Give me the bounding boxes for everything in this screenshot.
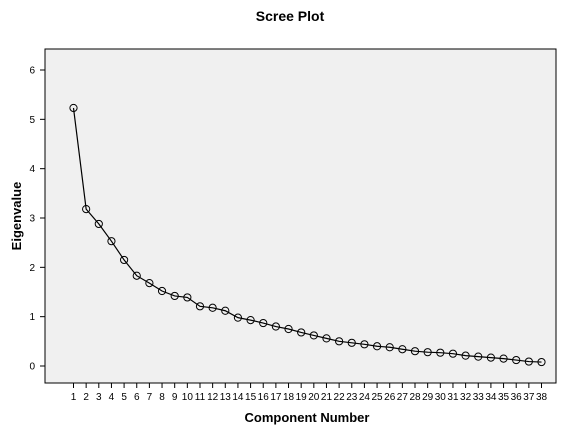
x-tick-label: 28 xyxy=(409,392,421,403)
x-tick-label: 33 xyxy=(473,392,485,403)
x-tick-label: 17 xyxy=(270,392,282,403)
x-tick-label: 11 xyxy=(195,392,206,403)
data-point xyxy=(233,313,243,322)
x-tick-label: 22 xyxy=(334,392,346,403)
x-tick-label: 27 xyxy=(397,392,409,403)
x-tick-label: 7 xyxy=(147,392,153,403)
x-tick-label: 21 xyxy=(321,392,333,403)
plot-area xyxy=(44,48,557,384)
data-point xyxy=(474,352,483,361)
y-tick-label: 3 xyxy=(29,214,35,225)
x-tick-label: 24 xyxy=(359,392,371,403)
series-line xyxy=(72,107,542,363)
data-point xyxy=(132,271,141,280)
data-point xyxy=(221,306,230,315)
x-axis-title: Component Number xyxy=(245,410,370,425)
data-point xyxy=(82,205,91,214)
data-point xyxy=(448,349,458,358)
data-point xyxy=(284,324,293,334)
x-tick-label: 35 xyxy=(498,392,510,403)
data-point xyxy=(385,343,394,352)
x-tick-label: 38 xyxy=(536,392,548,403)
data-point xyxy=(145,279,154,288)
x-tick-label: 10 xyxy=(182,392,194,403)
x-tick-label: 37 xyxy=(523,392,535,403)
x-tick-label: 29 xyxy=(422,392,434,403)
x-tick-label: 2 xyxy=(83,392,89,403)
x-tick-label: 6 xyxy=(134,392,140,403)
y-tick-label: 1 xyxy=(29,312,35,323)
x-tick-label: 5 xyxy=(121,392,127,403)
data-point xyxy=(246,316,255,325)
data-point xyxy=(524,357,533,366)
x-tick-label: 32 xyxy=(460,392,472,403)
x-tick-label: 14 xyxy=(232,392,244,403)
data-point xyxy=(119,255,129,265)
data-point xyxy=(259,318,268,328)
y-tick-label: 2 xyxy=(29,263,35,274)
y-tick-label: 4 xyxy=(29,164,35,175)
y-tick-label: 5 xyxy=(29,115,35,126)
series-layer xyxy=(69,103,546,367)
x-tick-label: 19 xyxy=(296,392,308,403)
chart-title: Scree Plot xyxy=(256,8,325,24)
y-tick-label: 6 xyxy=(29,66,35,77)
data-point xyxy=(486,353,496,362)
data-point xyxy=(322,334,331,343)
x-tick-label: 31 xyxy=(447,392,459,403)
x-tick-label: 23 xyxy=(346,392,358,403)
data-point xyxy=(170,291,179,301)
data-point xyxy=(195,302,205,311)
data-point xyxy=(537,357,546,367)
x-tick-label: 3 xyxy=(96,392,102,403)
data-point xyxy=(297,328,306,337)
data-point xyxy=(372,342,382,351)
data-point xyxy=(512,355,521,365)
data-point xyxy=(335,337,344,346)
x-tick-label: 20 xyxy=(308,392,320,403)
y-axis-title: Eigenvalue xyxy=(9,182,24,251)
data-point xyxy=(94,219,103,229)
data-point xyxy=(410,347,420,356)
x-tick-label: 16 xyxy=(258,392,270,403)
data-point xyxy=(360,340,369,349)
x-tick-label: 36 xyxy=(511,392,523,403)
x-tick-label: 25 xyxy=(372,392,384,403)
data-point xyxy=(436,348,445,357)
data-point xyxy=(461,351,470,360)
x-tick-label: 30 xyxy=(435,392,447,403)
x-tick-label: 12 xyxy=(207,392,219,403)
data-point xyxy=(69,103,78,113)
x-tick-label: 8 xyxy=(159,392,165,403)
data-point xyxy=(398,345,407,354)
x-tick-label: 26 xyxy=(384,392,396,403)
y-tick-label: 0 xyxy=(29,362,35,373)
data-point xyxy=(309,331,318,340)
data-point xyxy=(208,303,217,312)
data-point xyxy=(347,338,356,347)
x-tick-label: 13 xyxy=(220,392,232,403)
data-point xyxy=(107,237,116,246)
x-tick-label: 1 xyxy=(71,392,77,403)
x-tick-label: 34 xyxy=(485,392,497,403)
x-tick-label: 9 xyxy=(172,392,178,403)
data-point xyxy=(157,286,167,296)
data-point xyxy=(271,322,280,331)
x-tick-label: 4 xyxy=(109,392,115,403)
x-tick-label: 18 xyxy=(283,392,295,403)
data-point xyxy=(499,354,508,363)
data-point xyxy=(423,348,432,357)
x-axis: 1 2 3 4 5 6 7 8 9 10 11 12 13 14 15 16 17 18 19 20 21 22 23 24 2… xyxy=(71,383,548,403)
y-axis: 0 1 2 3 4 5 6 xyxy=(29,66,45,373)
data-point xyxy=(183,293,192,302)
x-tick-label: 15 xyxy=(245,392,257,403)
